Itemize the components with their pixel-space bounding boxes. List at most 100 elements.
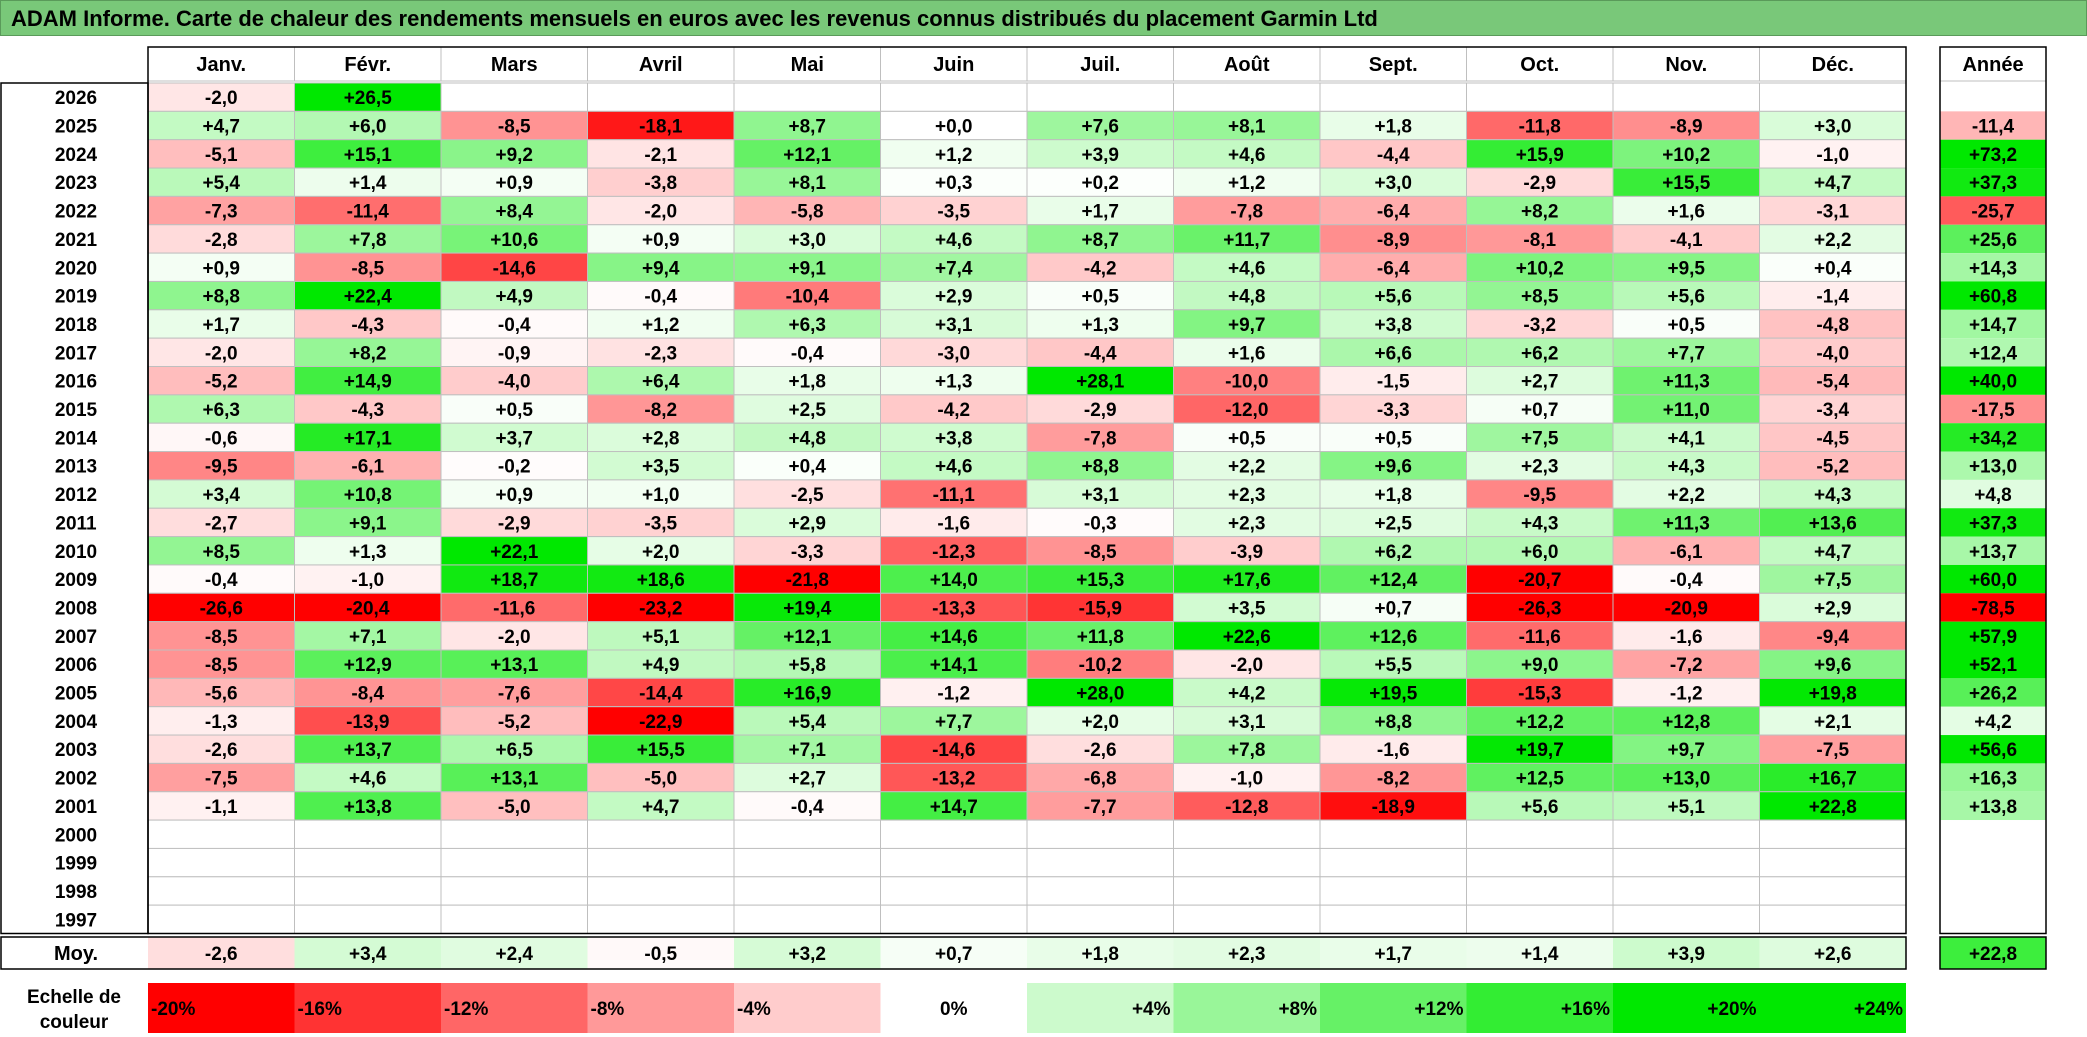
heatmap-cell [1026,904,1174,935]
heatmap-cell [880,167,1028,197]
year-label: 2010 [55,542,97,563]
average-cell [1759,937,1906,969]
heatmap-cell [1759,904,1907,935]
average-cell [1027,937,1174,969]
heatmap-cell [1026,762,1174,793]
heatmap-cell [1466,621,1614,651]
annual-cell [1940,763,2046,792]
annual-value: -78,5 [1971,598,2015,619]
cell-value: -3,3 [1377,400,1410,421]
average-annual-cell [1939,936,2047,970]
cell-value: +2,9 [788,513,826,534]
heatmap-cell [294,592,442,623]
cell-value: -3,2 [1523,315,1556,336]
cell-value: -2,3 [644,343,677,364]
year-label: 1999 [55,854,97,875]
heatmap-cell [294,621,442,651]
heatmap-cell [1759,422,1907,453]
cell-value: -3,9 [1230,542,1263,563]
cell-value: +3,0 [1814,117,1852,138]
month-header-cell [733,46,881,82]
heatmap-cell [1319,309,1467,339]
cell-value: +2,7 [1521,372,1559,393]
heatmap-cell [1466,706,1614,736]
cell-value: -0,6 [205,428,238,449]
cell-value: +18,7 [490,570,538,591]
heatmap-cell [147,507,295,538]
heatmap-cell [1319,507,1467,538]
year-label: 2012 [55,485,97,506]
heatmap-cell [1173,904,1321,935]
cell-value: +10,6 [490,230,538,251]
heatmap-cell [294,139,442,169]
cell-value: +13,6 [1809,513,1857,534]
heatmap-cell [1612,280,1760,311]
average-annual-value: +22,8 [1969,944,2017,965]
cell-value: -4,3 [351,315,384,336]
cell-value: -8,9 [1670,117,1703,138]
heatmap-cell [587,507,735,538]
cell-value: +4,1 [1667,428,1705,449]
cell-value: -0,3 [1084,513,1117,534]
heatmap-cell [1026,451,1174,481]
scale-swatch [1027,983,1174,1033]
heatmap-cell [587,224,735,254]
average-value: +2,4 [495,944,533,965]
annual-cell [1940,621,2046,650]
year-label: 2016 [55,372,97,393]
cell-value: -2,0 [498,627,531,648]
heatmap-cell [1612,366,1760,396]
heatmap-cell [147,280,295,311]
cell-value: +4,3 [1521,513,1559,534]
heatmap-cell [587,366,735,396]
heatmap-cell [733,706,881,736]
cell-value: -7,2 [1670,655,1703,676]
heatmap-cell [1466,876,1614,906]
annual-cell [1940,196,2046,225]
cell-value: +22,6 [1223,627,1271,648]
year-label: 2020 [55,258,97,279]
cell-value: +3,0 [1374,173,1412,194]
cell-value: -9,5 [205,457,238,478]
annual-value: +56,6 [1969,740,2017,761]
cell-value: +4,8 [1228,287,1266,308]
annual-value: +73,2 [1969,145,2017,166]
heatmap-cell [880,280,1028,311]
cell-value: -4,2 [1084,258,1117,279]
cell-value: -7,7 [1084,797,1117,818]
cell-value: -5,2 [1816,457,1849,478]
cell-value: +9,7 [1667,740,1705,761]
heatmap-cell [733,677,881,708]
scale-label: 0% [940,999,968,1020]
cell-value: +7,4 [935,258,973,279]
heatmap-cell [440,366,588,396]
heatmap-cell [1319,252,1467,282]
cell-value: -4,5 [1816,428,1849,449]
cell-value: +5,1 [1667,797,1705,818]
cell-value: -0,9 [498,343,531,364]
year-label: 2006 [55,655,97,676]
cell-value: +8,8 [1081,457,1119,478]
cell-value: +4,9 [642,655,680,676]
heatmap-cell [1319,677,1467,708]
cell-value: +2,9 [935,287,973,308]
cell-value: +19,8 [1809,684,1857,705]
cell-value: +0,9 [495,173,533,194]
heatmap-cell [294,422,442,453]
cell-value: -10,0 [1225,372,1268,393]
cell-value: +8,4 [495,202,533,223]
heatmap-cell [147,847,295,878]
cell-value: -8,1 [1523,230,1556,251]
heatmap-cell [1466,536,1614,566]
heatmap-cell [1026,507,1174,538]
cell-value: +6,4 [642,372,680,393]
heatmap-cell [147,819,295,849]
heatmap-cell [1173,762,1321,793]
heatmap-cell [440,337,588,367]
heatmap-cell [294,394,442,424]
heatmap-cell [880,309,1028,339]
cell-value: +15,5 [637,740,686,761]
heatmap-cell [1319,649,1467,679]
cell-value: -2,0 [644,202,677,223]
heatmap-cell [1319,139,1467,169]
